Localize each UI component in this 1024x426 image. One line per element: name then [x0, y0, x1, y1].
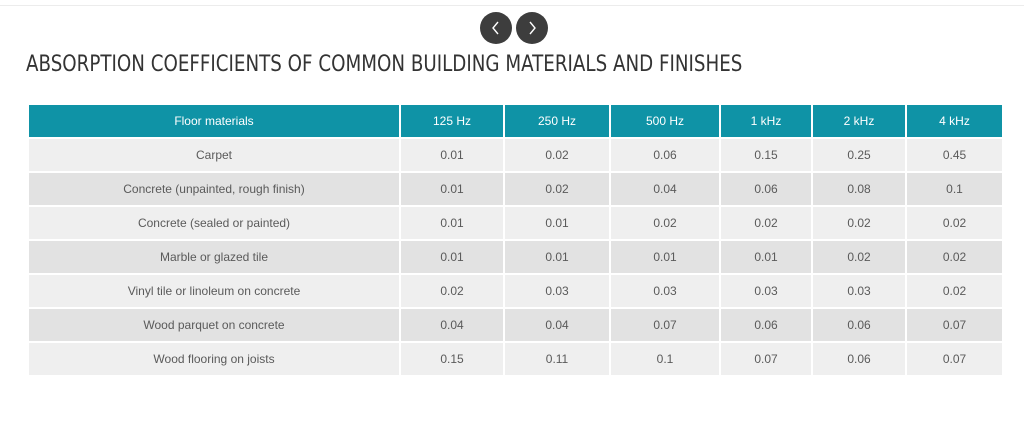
value-cell: 0.01 — [719, 239, 813, 275]
absorption-table: Floor materials 125 Hz 250 Hz 500 Hz 1 k… — [27, 103, 1004, 377]
value-cell: 0.01 — [503, 239, 611, 275]
value-cell: 0.02 — [503, 171, 611, 207]
table-row: Marble or glazed tile 0.01 0.01 0.01 0.0… — [27, 239, 1004, 275]
value-cell: 0.07 — [905, 341, 1004, 377]
table-row: Concrete (sealed or painted) 0.01 0.01 0… — [27, 205, 1004, 241]
header-500hz: 500 Hz — [609, 103, 721, 139]
next-button[interactable] — [516, 12, 548, 44]
material-cell: Wood parquet on concrete — [27, 307, 401, 343]
table-row: Vinyl tile or linoleum on concrete 0.02 … — [27, 273, 1004, 309]
value-cell: 0.07 — [905, 307, 1004, 343]
value-cell: 0.02 — [811, 239, 907, 275]
material-cell: Concrete (sealed or painted) — [27, 205, 401, 241]
value-cell: 0.15 — [719, 137, 813, 173]
value-cell: 0.02 — [719, 205, 813, 241]
prev-button[interactable] — [480, 12, 512, 44]
value-cell: 0.1 — [609, 341, 721, 377]
value-cell: 0.02 — [503, 137, 611, 173]
value-cell: 0.01 — [399, 171, 505, 207]
material-cell: Wood flooring on joists — [27, 341, 401, 377]
value-cell: 0.25 — [811, 137, 907, 173]
value-cell: 0.45 — [905, 137, 1004, 173]
value-cell: 0.06 — [609, 137, 721, 173]
value-cell: 0.15 — [399, 341, 505, 377]
material-cell: Concrete (unpainted, rough finish) — [27, 171, 401, 207]
page-title: ABSORPTION COEFFICIENTS OF COMMON BUILDI… — [26, 52, 743, 77]
value-cell: 0.01 — [503, 205, 611, 241]
header-1khz: 1 kHz — [719, 103, 813, 139]
value-cell: 0.03 — [503, 273, 611, 309]
value-cell: 0.02 — [905, 239, 1004, 275]
header-250hz: 250 Hz — [503, 103, 611, 139]
value-cell: 0.04 — [503, 307, 611, 343]
top-divider — [0, 5, 1024, 6]
value-cell: 0.06 — [811, 307, 907, 343]
value-cell: 0.07 — [609, 307, 721, 343]
table-row: Carpet 0.01 0.02 0.06 0.15 0.25 0.45 — [27, 137, 1004, 173]
material-cell: Carpet — [27, 137, 401, 173]
value-cell: 0.08 — [811, 171, 907, 207]
table-row: Wood flooring on joists 0.15 0.11 0.1 0.… — [27, 341, 1004, 377]
value-cell: 0.03 — [719, 273, 813, 309]
header-2khz: 2 kHz — [811, 103, 907, 139]
value-cell: 0.01 — [399, 239, 505, 275]
chevron-left-icon — [492, 21, 499, 35]
table-header-row: Floor materials 125 Hz 250 Hz 500 Hz 1 k… — [27, 103, 1004, 139]
value-cell: 0.06 — [811, 341, 907, 377]
value-cell: 0.06 — [719, 171, 813, 207]
value-cell: 0.06 — [719, 307, 813, 343]
table-row: Wood parquet on concrete 0.04 0.04 0.07 … — [27, 307, 1004, 343]
material-cell: Marble or glazed tile — [27, 239, 401, 275]
carousel-nav — [480, 12, 548, 44]
value-cell: 0.01 — [399, 205, 505, 241]
chevron-right-icon — [529, 21, 536, 35]
value-cell: 0.01 — [399, 137, 505, 173]
absorption-table-container: Floor materials 125 Hz 250 Hz 500 Hz 1 k… — [27, 103, 1004, 377]
value-cell: 0.01 — [609, 239, 721, 275]
value-cell: 0.07 — [719, 341, 813, 377]
value-cell: 0.03 — [609, 273, 721, 309]
value-cell: 0.04 — [609, 171, 721, 207]
material-cell: Vinyl tile or linoleum on concrete — [27, 273, 401, 309]
value-cell: 0.02 — [609, 205, 721, 241]
header-4khz: 4 kHz — [905, 103, 1004, 139]
value-cell: 0.04 — [399, 307, 505, 343]
header-125hz: 125 Hz — [399, 103, 505, 139]
header-floor-materials: Floor materials — [27, 103, 401, 139]
value-cell: 0.02 — [811, 205, 907, 241]
value-cell: 0.03 — [811, 273, 907, 309]
value-cell: 0.11 — [503, 341, 611, 377]
value-cell: 0.02 — [905, 205, 1004, 241]
table-row: Concrete (unpainted, rough finish) 0.01 … — [27, 171, 1004, 207]
value-cell: 0.02 — [399, 273, 505, 309]
value-cell: 0.02 — [905, 273, 1004, 309]
value-cell: 0.1 — [905, 171, 1004, 207]
